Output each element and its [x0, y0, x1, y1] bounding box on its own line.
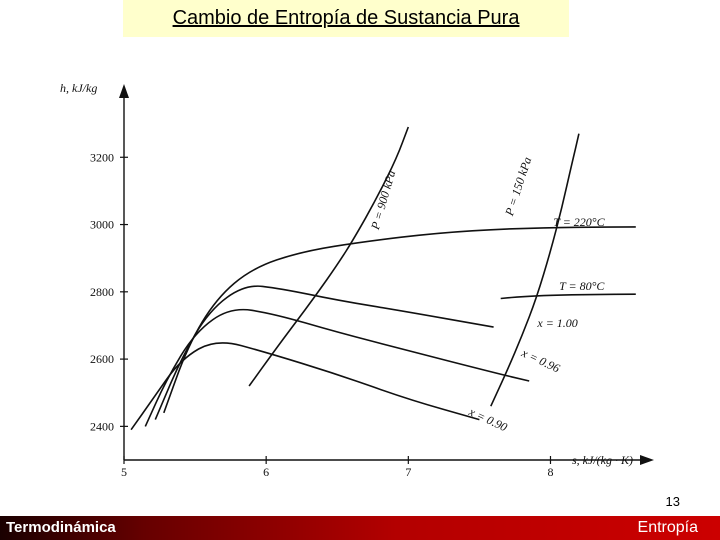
series-label: P = 150 kPa — [502, 155, 534, 218]
x-axis-label: s, kJ/(kg · K) — [572, 453, 633, 467]
series-line — [163, 226, 636, 414]
series-label: P = 900 kPa — [368, 169, 399, 232]
y-axis-arrow — [119, 84, 129, 98]
series-line — [130, 342, 480, 431]
slide-title: Cambio de Entropía de Sustancia Pura — [123, 0, 569, 37]
series-line — [490, 133, 580, 407]
y-tick-label: 2400 — [90, 419, 114, 433]
x-tick-label: 6 — [263, 465, 269, 479]
x-tick-label: 8 — [547, 465, 553, 479]
series-line — [248, 126, 410, 387]
x-axis-arrow — [640, 455, 654, 465]
mollier-chart: h, kJ/kg s, kJ/(kg · K) 2400 2600 2800 3000… — [60, 81, 654, 479]
y-axis-label: h, kJ/kg — [60, 81, 97, 95]
series-label: x = 0.90 — [466, 404, 509, 434]
series-label: T = 220°C — [553, 215, 605, 229]
y-tick-label: 3000 — [90, 218, 114, 232]
x-tick-label: 7 — [405, 465, 411, 479]
footer-course-title: Termodinámica — [6, 519, 116, 536]
series-line — [144, 308, 530, 427]
axes: h, kJ/kg s, kJ/(kg · K) — [60, 81, 654, 467]
x-tick-label: 5 — [121, 465, 127, 479]
series-label: x = 1.00 — [536, 316, 577, 330]
series-label: T = 80°C — [559, 279, 605, 293]
page-number: 13 — [665, 494, 680, 509]
series-label: x = 0.96 — [519, 345, 562, 375]
series-line — [500, 293, 636, 300]
chart-area: h, kJ/kg s, kJ/(kg · K) 2400 2600 2800 3000… — [40, 60, 680, 480]
series-line — [154, 285, 494, 420]
y-tick-label: 2600 — [90, 352, 114, 366]
ticks: 2400 2600 2800 3000 3200 5 6 7 8 — [90, 150, 553, 479]
footer-bar: Termodinámica Entropía — [0, 516, 720, 540]
footer-topic: Entropía — [637, 519, 698, 536]
y-tick-label: 2800 — [90, 285, 114, 299]
y-tick-label: 3200 — [90, 150, 114, 164]
curves — [130, 126, 636, 431]
